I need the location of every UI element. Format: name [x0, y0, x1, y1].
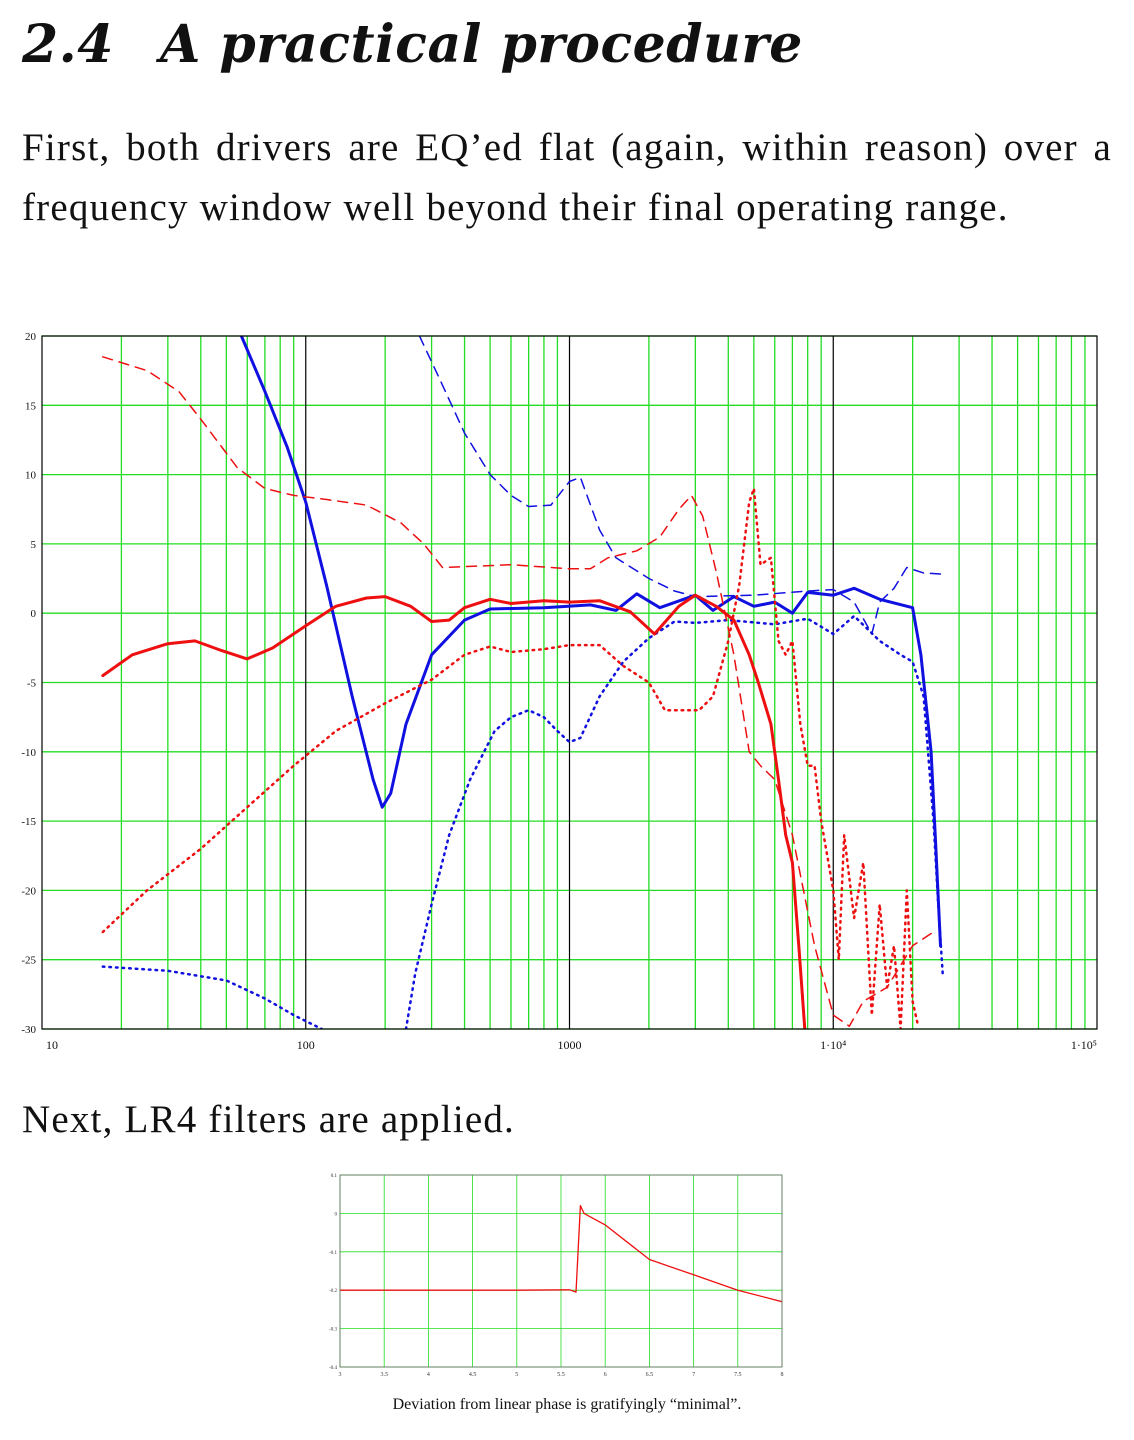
- series-line-blue-dashed-1: [418, 336, 948, 635]
- series-line-blue-solid-0: [239, 336, 942, 948]
- x-tick-label: 100: [297, 1038, 315, 1052]
- series-line-blue-dotted-2: [101, 965, 324, 1029]
- x-tick-label: 1·10⁴: [820, 1038, 846, 1052]
- series-line-blue-dotted-3: [404, 614, 944, 1029]
- frequency-response-chart: 10 100 1000 1·10⁴ 1·10⁵ 20 15 10 5 0 -5 -10 -15 -20 -2…: [21, 331, 1098, 1052]
- series-line-red-solid-4: [101, 593, 807, 1029]
- phase-deviation-chart: 3 3.5 4 4.5 5 5.5 6 6.5 7 7.5 8 0.1 0 -0.1 -0.2 -0.3 -0.…: [329, 1174, 784, 1378]
- section-title: A practical procedure: [159, 14, 803, 75]
- series-group-small: [340, 1205, 782, 1303]
- y-tick-label: 20: [25, 331, 37, 343]
- series-line-red-dotted-6: [101, 487, 920, 1029]
- y-tick-label: -10: [21, 747, 36, 759]
- grid-lines-small: [339, 1174, 783, 1368]
- x-tick-label-small: 4: [427, 1372, 430, 1378]
- y-tick-label: -5: [27, 678, 37, 690]
- x-tick-label-small: 7.5: [734, 1372, 742, 1378]
- x-tick-label-small: 5: [515, 1372, 518, 1378]
- plot-frame-small: [339, 1174, 783, 1368]
- y-tick-label-small: -0.2: [329, 1289, 337, 1294]
- y-tick-label: -30: [21, 1024, 36, 1036]
- y-tick-label-small: 0: [335, 1212, 338, 1217]
- y-tick-label: 10: [25, 470, 37, 482]
- phase-deviation-line-0: [340, 1205, 782, 1303]
- y-tick-label: -15: [21, 816, 36, 828]
- paragraph-intro: First, both drivers are EQ’ed flat (agai…: [22, 126, 1112, 229]
- y-tick-label-small: -0.3: [329, 1328, 337, 1333]
- x-tick-label: 1·10⁵: [1071, 1038, 1097, 1052]
- figure-caption: Deviation from linear phase is gratifyin…: [392, 1396, 742, 1413]
- y-tick-label-small: -0.1: [329, 1251, 337, 1256]
- series-group: [101, 336, 948, 1029]
- x-tick-label-small: 3: [339, 1372, 342, 1378]
- x-tick-label-small: 6.5: [646, 1372, 654, 1378]
- section-heading: 2.4 A practical procedure: [22, 14, 803, 75]
- x-tick-label: 1000: [558, 1038, 582, 1052]
- series-line-red-dashed-5: [102, 356, 935, 1027]
- plot-frame: [41, 335, 1098, 1030]
- y-tick-label-small: 0.1: [331, 1174, 338, 1179]
- y-tick-label: -20: [21, 885, 36, 897]
- x-tick-label-small: 3.5: [380, 1372, 388, 1378]
- y-tick-label: -25: [21, 955, 36, 967]
- x-tick-label-small: 6: [604, 1372, 607, 1378]
- x-tick-label: 10: [46, 1038, 58, 1052]
- x-tick-label-small: 5.5: [557, 1372, 565, 1378]
- x-tick-label-small: 4.5: [469, 1372, 477, 1378]
- y-tick-label: 15: [25, 400, 37, 412]
- x-tick-label-small: 7: [692, 1372, 695, 1378]
- y-tick-label-small: -0.4: [329, 1366, 337, 1371]
- x-tick-label-small: 8: [781, 1372, 784, 1378]
- section-number: 2.4: [22, 14, 114, 75]
- paragraph-next: Next, LR4 filters are applied.: [22, 1098, 516, 1141]
- y-tick-label: 5: [31, 539, 37, 551]
- y-tick-label: 0: [31, 608, 37, 620]
- grid-lines: [42, 335, 1097, 1030]
